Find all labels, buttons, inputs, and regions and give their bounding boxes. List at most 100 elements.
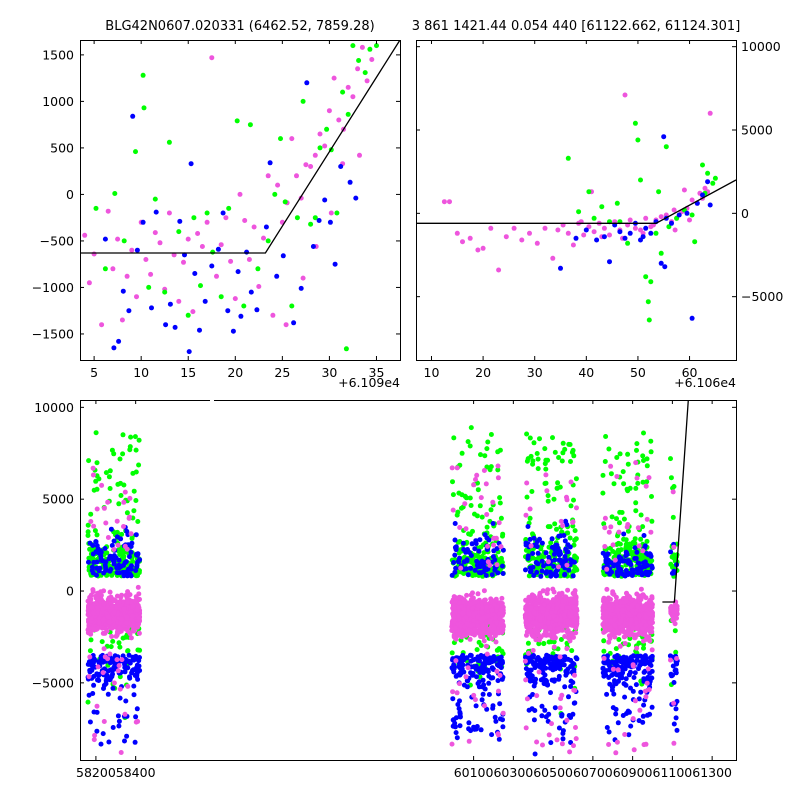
data-point: [322, 143, 328, 149]
data-point: [523, 512, 529, 518]
data-point: [524, 632, 529, 638]
data-point: [609, 514, 615, 520]
data-point: [127, 554, 132, 560]
data-point: [601, 648, 607, 654]
data-point: [463, 674, 469, 680]
data-point: [135, 519, 141, 524]
data-point: [628, 669, 633, 675]
panel-top-left-offset: +6.109e4: [338, 375, 400, 390]
data-point: [162, 289, 168, 295]
data-point: [130, 623, 136, 629]
data-point: [91, 523, 97, 529]
data-point: [116, 723, 122, 729]
data-point: [110, 685, 116, 691]
panel-bottom-marks: [85, 400, 689, 757]
data-point: [543, 550, 549, 556]
data-point: [96, 678, 102, 683]
data-point: [527, 506, 533, 512]
data-point: [542, 225, 548, 231]
data-point: [128, 635, 134, 641]
data-point: [475, 623, 481, 629]
x-tick-label: 10: [133, 365, 149, 380]
data-point: [676, 212, 682, 218]
y-tick-label: 1000: [42, 94, 74, 109]
data-point: [332, 261, 338, 267]
panel-top-left-series-pink: [82, 44, 375, 328]
data-point: [532, 627, 538, 633]
data-point: [265, 238, 271, 244]
data-point: [87, 546, 93, 552]
data-point: [525, 524, 531, 529]
data-point: [573, 655, 579, 661]
data-point: [441, 199, 447, 205]
data-point: [99, 482, 105, 488]
data-point: [86, 692, 92, 698]
data-point: [96, 476, 102, 482]
data-point: [666, 224, 672, 230]
data-point: [673, 706, 679, 712]
data-point: [571, 605, 577, 611]
data-point: [551, 496, 557, 502]
data-point: [641, 702, 647, 708]
data-point: [91, 737, 97, 743]
data-point: [542, 446, 548, 452]
data-point: [322, 197, 328, 203]
data-point: [238, 313, 244, 319]
data-point: [672, 628, 678, 634]
panel-top-right-fit-line: [416, 179, 736, 224]
data-point: [166, 210, 172, 216]
data-point: [523, 677, 529, 683]
data-point: [634, 549, 640, 555]
data-point: [493, 615, 499, 621]
data-point: [347, 179, 353, 185]
data-point: [534, 560, 540, 566]
data-point: [572, 672, 577, 678]
data-point: [477, 537, 483, 543]
data-point: [553, 654, 559, 659]
data-point: [94, 728, 100, 734]
data-point: [571, 618, 577, 624]
data-point: [478, 570, 484, 576]
data-point: [90, 589, 96, 595]
data-point: [124, 593, 130, 599]
data-point: [555, 480, 561, 486]
data-point: [465, 439, 471, 445]
data-point: [526, 548, 532, 554]
data-point: [558, 617, 564, 623]
data-point: [562, 554, 568, 559]
data-point: [481, 468, 487, 473]
data-point: [541, 554, 547, 560]
data-point: [98, 741, 104, 747]
data-point: [119, 657, 125, 663]
panel-top-right-marks: [416, 92, 736, 323]
data-point: [102, 546, 108, 551]
data-point: [90, 465, 96, 471]
x-tick-label: 35: [369, 365, 385, 380]
data-point: [565, 628, 571, 634]
data-point: [114, 657, 120, 663]
data-point: [490, 703, 496, 709]
data-point: [526, 623, 532, 629]
data-point: [549, 677, 555, 683]
data-point: [105, 208, 111, 214]
data-point: [107, 568, 113, 574]
data-point: [537, 436, 542, 442]
data-point: [94, 486, 100, 492]
data-point: [486, 692, 492, 697]
data-point: [91, 626, 97, 632]
data-point: [527, 569, 533, 575]
data-point: [116, 640, 122, 646]
data-point: [562, 538, 568, 544]
data-point: [131, 683, 137, 689]
data-point: [483, 481, 489, 487]
data-point: [456, 605, 462, 610]
data-point: [622, 92, 628, 98]
data-point: [663, 144, 669, 150]
data-point: [531, 573, 537, 578]
data-point: [560, 736, 566, 742]
data-point: [218, 294, 224, 300]
data-point: [524, 494, 530, 500]
data-point: [308, 221, 314, 227]
data-point: [94, 572, 99, 578]
data-point: [255, 266, 261, 272]
